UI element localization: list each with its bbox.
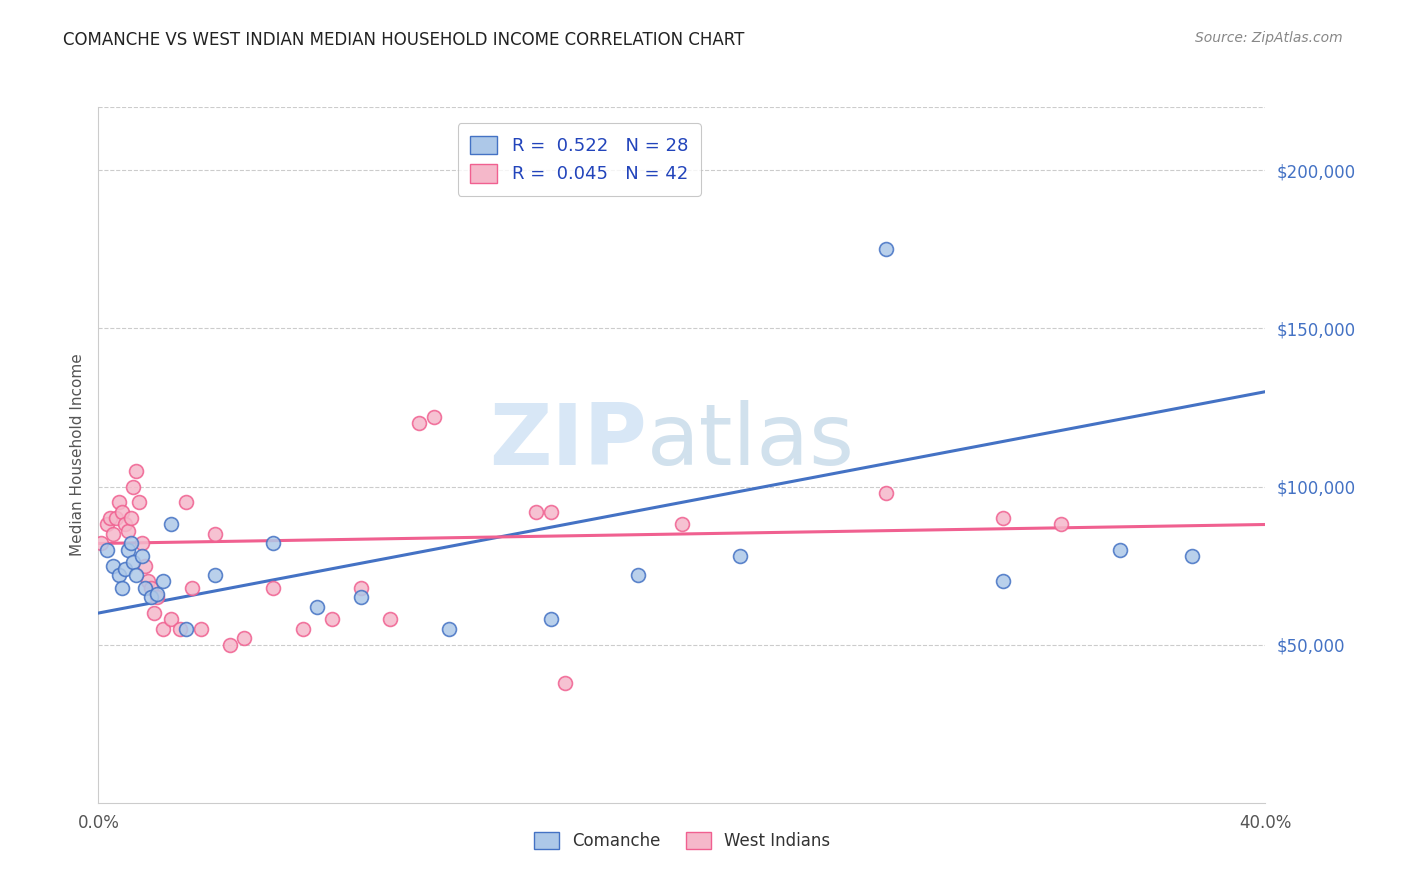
Point <box>174 495 197 509</box>
Point <box>991 574 1014 589</box>
Point <box>875 486 897 500</box>
Point <box>142 606 165 620</box>
Point <box>139 581 162 595</box>
Point <box>131 536 153 550</box>
Point <box>104 511 127 525</box>
Point <box>111 505 134 519</box>
Point <box>152 622 174 636</box>
Point <box>101 527 124 541</box>
Point <box>108 568 131 582</box>
Point <box>1181 549 1204 563</box>
Point <box>146 591 169 605</box>
Text: ZIP: ZIP <box>489 400 647 483</box>
Point <box>307 599 329 614</box>
Point <box>131 549 153 563</box>
Point <box>108 495 131 509</box>
Point <box>291 622 314 636</box>
Point <box>671 517 693 532</box>
Point <box>540 612 562 626</box>
Point <box>160 612 183 626</box>
Point <box>350 591 373 605</box>
Point <box>423 409 446 424</box>
Point <box>875 243 897 257</box>
Point <box>408 417 430 431</box>
Point <box>554 675 576 690</box>
Point <box>128 495 150 509</box>
Point <box>114 517 136 532</box>
Point <box>350 581 373 595</box>
Point <box>262 536 284 550</box>
Point <box>1108 542 1130 557</box>
Text: COMANCHE VS WEST INDIAN MEDIAN HOUSEHOLD INCOME CORRELATION CHART: COMANCHE VS WEST INDIAN MEDIAN HOUSEHOLD… <box>63 31 745 49</box>
Point <box>122 556 145 570</box>
Point <box>169 622 191 636</box>
Point <box>204 568 226 582</box>
Point <box>146 587 169 601</box>
Point <box>114 562 136 576</box>
Point <box>111 581 134 595</box>
Point <box>136 574 159 589</box>
Point <box>120 511 142 525</box>
Point <box>1050 517 1073 532</box>
Point <box>122 479 145 493</box>
Point <box>117 542 139 557</box>
Point <box>120 536 142 550</box>
Point <box>730 549 752 563</box>
Point <box>134 558 156 573</box>
Point <box>262 581 284 595</box>
Text: Source: ZipAtlas.com: Source: ZipAtlas.com <box>1195 31 1343 45</box>
Point <box>125 568 148 582</box>
Text: atlas: atlas <box>647 400 855 483</box>
Point <box>991 511 1014 525</box>
Point <box>101 558 124 573</box>
Point <box>437 622 460 636</box>
Point <box>190 622 212 636</box>
Point <box>540 505 562 519</box>
Point <box>98 511 121 525</box>
Point <box>233 632 256 646</box>
Point <box>96 517 118 532</box>
Point <box>96 542 118 557</box>
Point <box>125 464 148 478</box>
Point <box>180 581 202 595</box>
Point <box>160 517 183 532</box>
Point <box>90 536 112 550</box>
Point <box>321 612 343 626</box>
Point <box>218 638 240 652</box>
Point <box>152 574 174 589</box>
Point <box>204 527 226 541</box>
Point <box>627 568 650 582</box>
Point <box>380 612 402 626</box>
Legend: Comanche, West Indians: Comanche, West Indians <box>527 826 837 857</box>
Point <box>134 581 156 595</box>
Point <box>139 591 162 605</box>
Point <box>524 505 547 519</box>
Y-axis label: Median Household Income: Median Household Income <box>69 353 84 557</box>
Point <box>117 524 139 538</box>
Point <box>174 622 197 636</box>
